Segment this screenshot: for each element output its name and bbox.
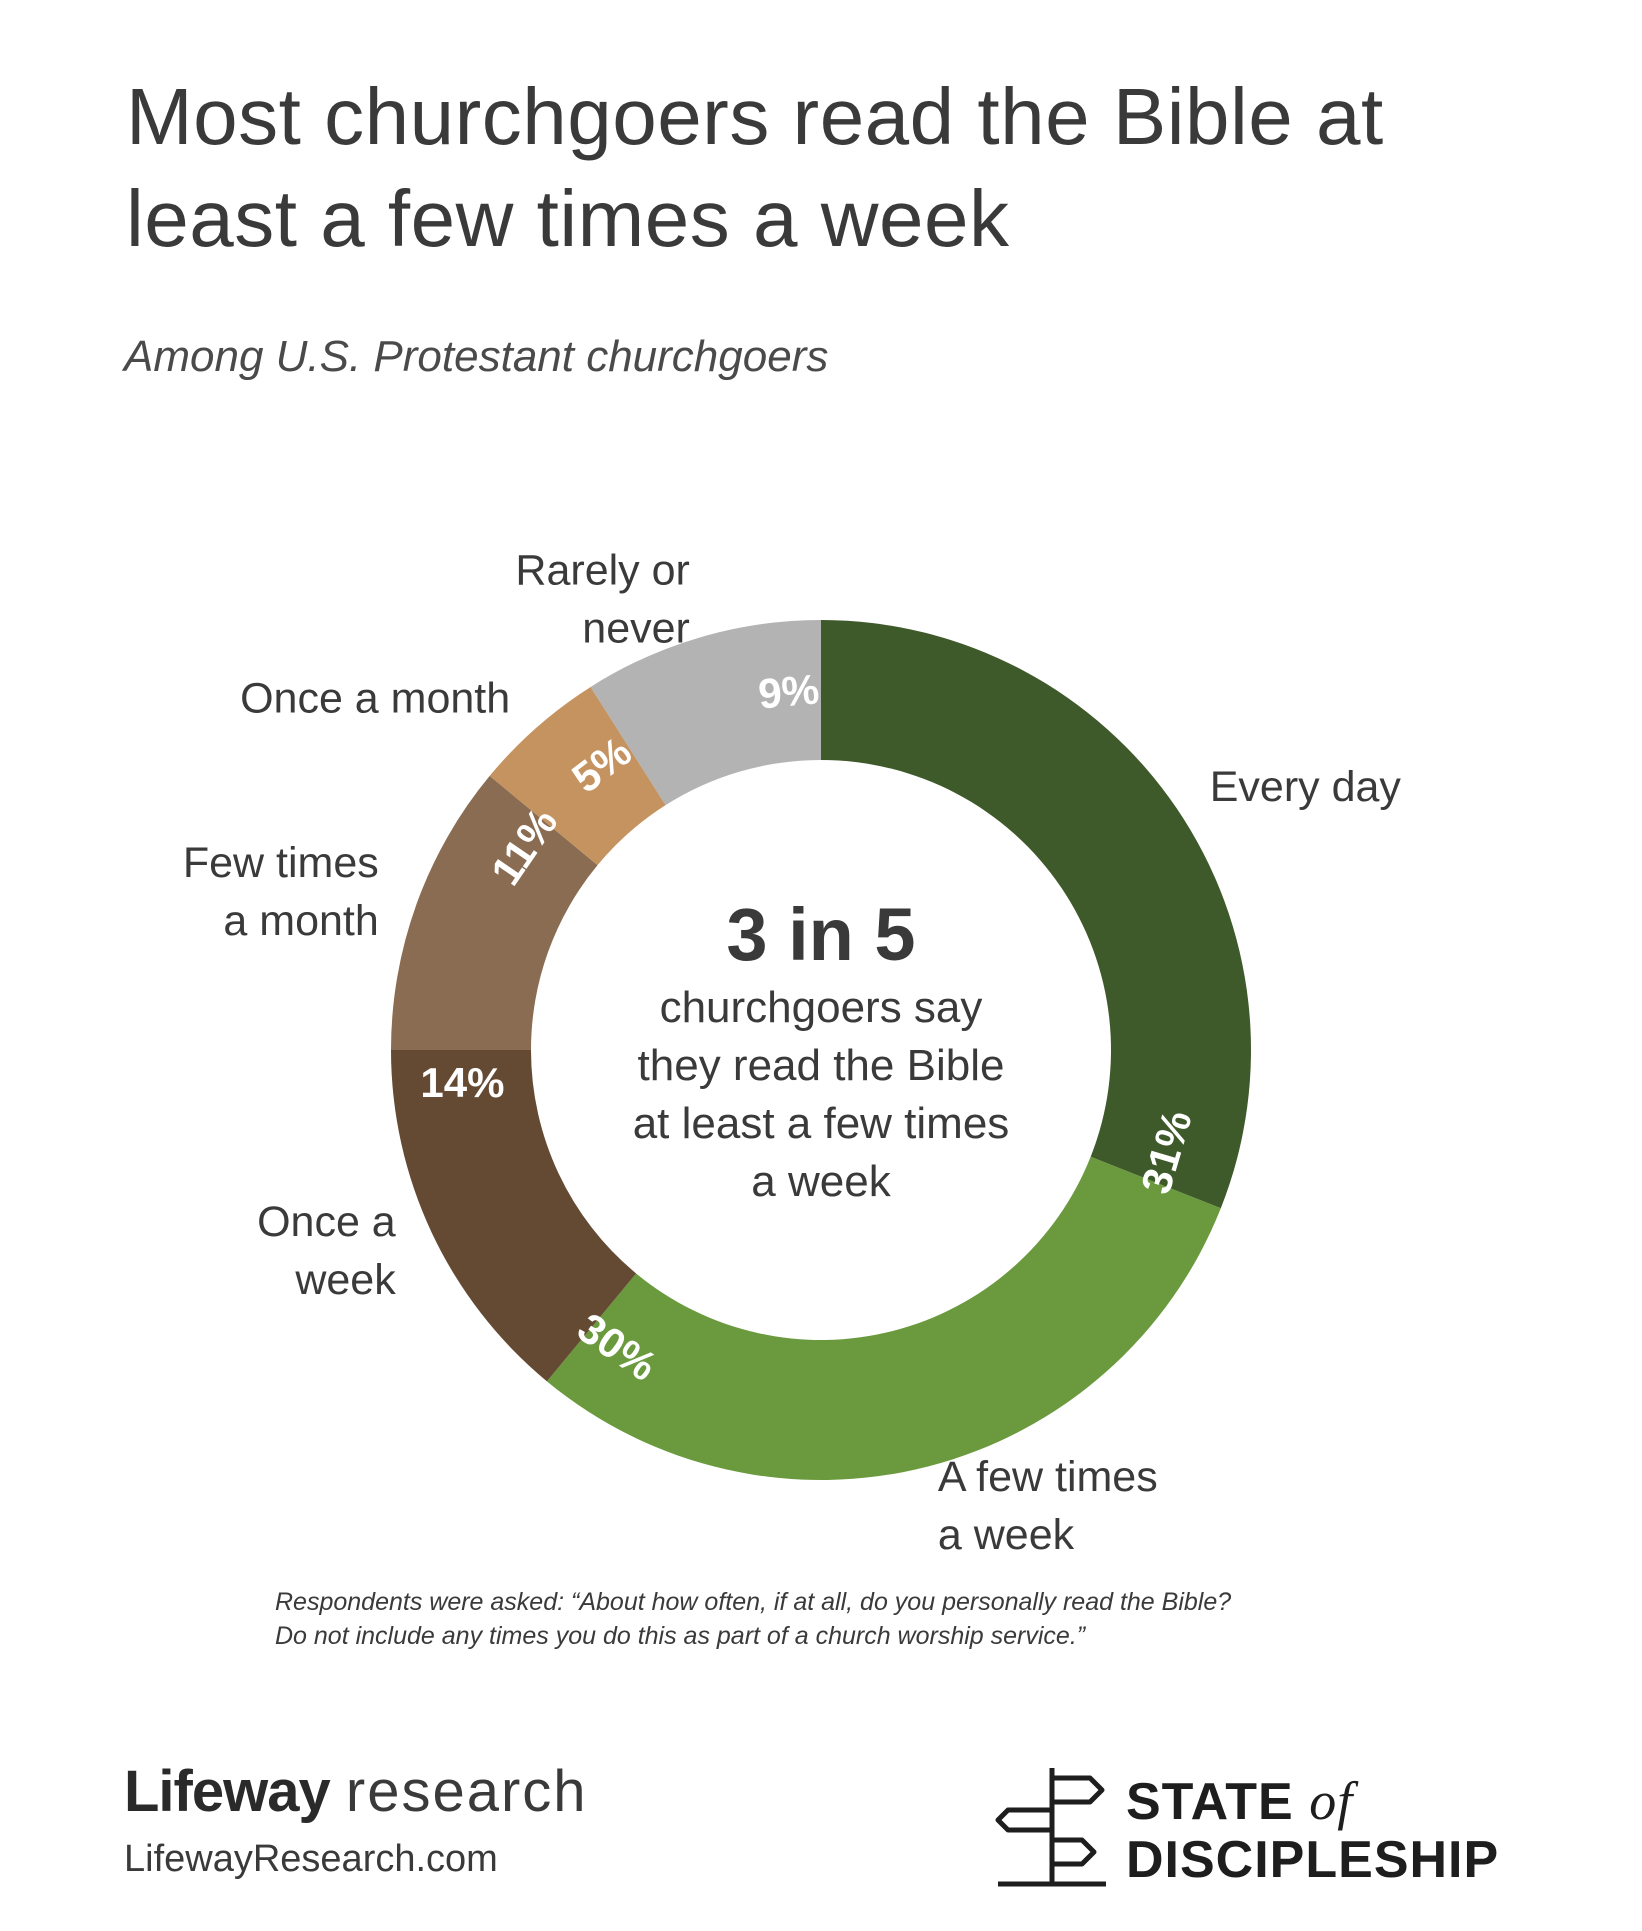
center-headline: 3 in 5 [726, 893, 915, 976]
sod-of: of [1309, 1771, 1354, 1831]
category-labels: Every day A few times a week Once a week Few … [183, 547, 1402, 1560]
sod-line-1: STATE of [1126, 1770, 1353, 1832]
donut-slices [391, 620, 1251, 1480]
percent-label-once-a-week: 14% [420, 1059, 504, 1106]
chart-title: Most churchgoers read the Bible at least… [126, 72, 1384, 263]
slice-rarely-or-never [590, 620, 821, 806]
category-label-rarely-or-never: Rarely or never [515, 547, 689, 653]
footnote-line-2: Do not include any times you do this as … [275, 1622, 1086, 1650]
lifeway-research-logo: Lifeway research [124, 1758, 588, 1825]
signpost-icon [995, 1768, 1106, 1887]
category-label-every-day: Every day [1210, 763, 1402, 811]
category-label-once-a-month: Once a month [240, 674, 510, 722]
footnote: Respondents were asked: “About how often… [275, 1585, 1425, 1653]
percent-label-rarely-or-never: 9% [756, 665, 821, 717]
slice-once-a-week [391, 1050, 637, 1382]
category-label-a-few-times-a-week: A few times a week [938, 1453, 1158, 1559]
center-summary: 3 in 5 churchgoers say they read the Bib… [633, 893, 1010, 1206]
state-of-discipleship-logo: STATE of DISCIPLESHIP [990, 1760, 1530, 1890]
category-label-once-a-week: Once a week [257, 1198, 396, 1304]
lifeway-wordmark: Lifeway [124, 1759, 331, 1824]
lifeway-url: LifewayResearch.com [124, 1838, 498, 1880]
center-line-3: at least a few times [633, 1099, 1010, 1148]
center-line-1: churchgoers say [660, 983, 983, 1032]
footnote-line-1: Respondents were asked: “About how often… [275, 1588, 1232, 1616]
category-label-few-times-a-month: Few times a month [183, 839, 379, 945]
sod-state: STATE [1126, 1773, 1294, 1831]
slice-every-day [821, 620, 1251, 1209]
slice-few-times-a-month [391, 775, 598, 1050]
center-line-4: a week [751, 1157, 891, 1206]
chart-subtitle: Among U.S. Protestant churchgoers [124, 332, 829, 381]
research-wordmark: research [345, 1759, 588, 1824]
slice-a-few-times-a-week [546, 1156, 1221, 1480]
sod-line-2: DISCIPLESHIP [1126, 1831, 1500, 1889]
center-line-2: they read the Bible [638, 1041, 1005, 1090]
slice-once-a-month [489, 686, 666, 866]
